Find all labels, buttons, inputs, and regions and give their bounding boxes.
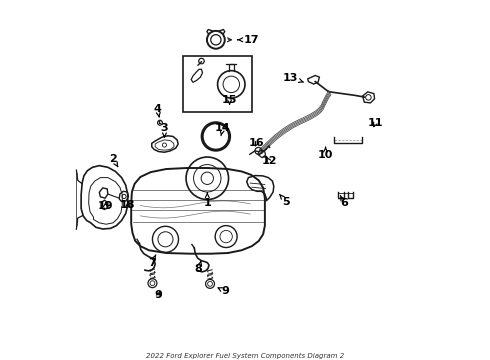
Text: 17: 17 (238, 35, 259, 45)
Text: 7: 7 (148, 255, 156, 267)
Text: 9: 9 (218, 287, 230, 296)
Text: 14: 14 (215, 123, 230, 136)
Text: 1: 1 (203, 193, 211, 208)
Text: 16: 16 (249, 138, 265, 148)
Text: 11: 11 (368, 118, 383, 129)
Text: 12: 12 (261, 156, 277, 166)
Text: 13: 13 (283, 72, 304, 82)
Text: 3: 3 (161, 123, 168, 137)
Text: 19: 19 (98, 201, 113, 211)
Text: 4: 4 (154, 104, 162, 117)
Text: 2: 2 (109, 154, 118, 167)
Text: 5: 5 (279, 194, 290, 207)
Text: 15: 15 (222, 95, 237, 105)
Text: 6: 6 (341, 195, 348, 208)
Circle shape (162, 143, 167, 147)
Text: 18: 18 (120, 200, 136, 210)
Text: 10: 10 (318, 148, 333, 160)
Bar (183, 56, 252, 112)
Text: 2022 Ford Explorer Fuel System Components Diagram 2: 2022 Ford Explorer Fuel System Component… (146, 352, 344, 359)
Text: 8: 8 (195, 261, 202, 274)
Text: 9: 9 (155, 290, 163, 300)
